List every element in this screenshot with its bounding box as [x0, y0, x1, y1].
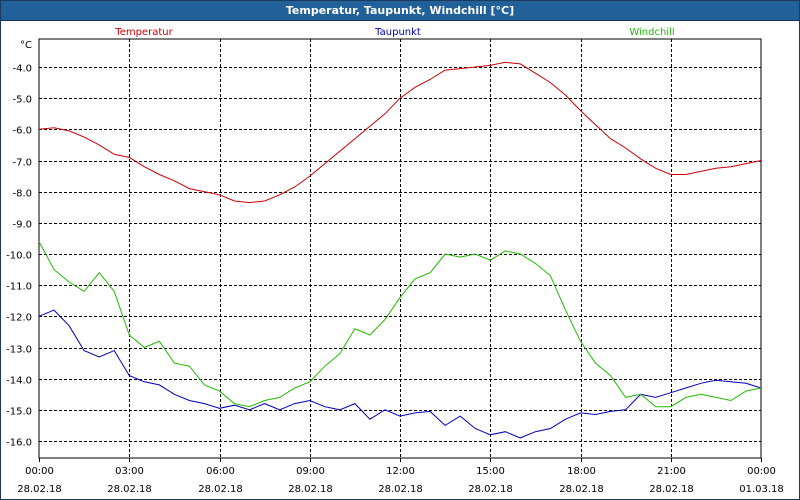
- y-tick-label: -14.0: [6, 376, 32, 387]
- x-tick-time-label: 15:00: [476, 466, 505, 477]
- x-tick-time-label: 00:00: [25, 466, 54, 477]
- y-tick-label: -11.0: [6, 282, 32, 293]
- x-tick-time-label: 06:00: [206, 466, 235, 477]
- x-tick-date-label: 28.02.18: [649, 484, 694, 495]
- x-axis: 00:00 28.02.18 03:00 28.02.18 06:00 28.02.18 0…: [17, 458, 784, 495]
- y-tick-label: -4.0: [12, 64, 32, 75]
- x-tick-date-label: 28.02.18: [468, 484, 513, 495]
- window-title: Temperatur, Taupunkt, Windchill [°C]: [1, 1, 799, 21]
- x-tick-date-label: 28.02.18: [378, 484, 423, 495]
- x-tick-date-label: 28.02.18: [559, 484, 604, 495]
- x-tick-time-label: 18:00: [567, 466, 596, 477]
- x-tick-time-label: 21:00: [657, 466, 686, 477]
- x-tick-date-label: 28.02.18: [198, 484, 243, 495]
- y-tick-label: -5.0: [12, 95, 32, 106]
- x-tick-time-label: 00:00: [747, 466, 776, 477]
- x-tick-time-label: 12:00: [386, 466, 415, 477]
- y-tick-label: -12.0: [6, 313, 32, 324]
- y-tick-label: -6.0: [12, 126, 32, 137]
- y-axis: -4.0 -5.0 -6.0 -7.0 -8.0 -9.0 -10.0 -11.0 -12.0 -…: [6, 64, 32, 449]
- x-tick-date-label: 28.02.18: [107, 484, 152, 495]
- x-tick-date-label: 28.02.18: [17, 484, 62, 495]
- series-line-temperatur: [38, 61, 762, 204]
- legend-entry-taupunkt: Taupunkt: [374, 27, 421, 38]
- grid-lines: [39, 39, 761, 458]
- legend-entry-temperatur: Temperatur: [114, 27, 173, 38]
- series-lines: [38, 61, 762, 439]
- y-tick-label: -8.0: [12, 189, 32, 200]
- x-tick-date-label: 01.03.18: [739, 484, 784, 495]
- series-line-windchill: [38, 241, 762, 408]
- x-tick-time-label: 03:00: [115, 466, 144, 477]
- x-tick-time-label: 09:00: [296, 466, 325, 477]
- y-tick-label: -9.0: [12, 220, 32, 231]
- line-chart: °C -4.0 -5.0 -6.0 -7.0 -8.0 -9.0 -10.0 -11.0 -12…: [6, 27, 784, 495]
- legend-entry-windchill: Windchill: [629, 27, 674, 38]
- y-tick-label: -13.0: [6, 345, 32, 356]
- x-tick-date-label: 28.02.18: [288, 484, 333, 495]
- y-tick-label: -10.0: [6, 251, 32, 262]
- y-tick-label: -15.0: [6, 407, 32, 418]
- y-tick-label: -7.0: [12, 158, 32, 169]
- y-tick-label: -16.0: [6, 438, 32, 449]
- y-axis-unit-label: °C: [20, 40, 32, 51]
- legend: Temperatur Taupunkt Windchill: [114, 27, 674, 38]
